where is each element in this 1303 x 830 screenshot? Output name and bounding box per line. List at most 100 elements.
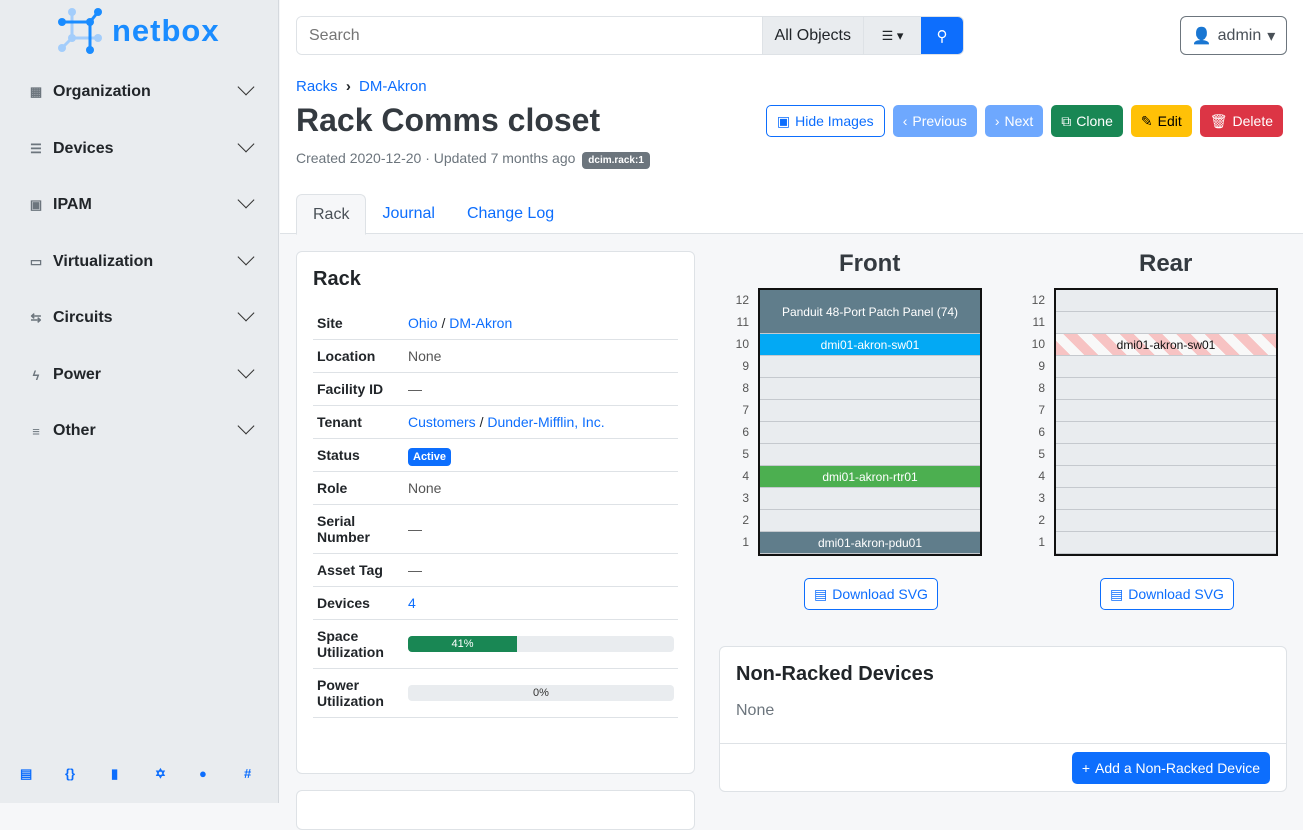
button-label: Hide Images bbox=[795, 113, 874, 129]
unit-number: 3 bbox=[742, 491, 749, 505]
unit-number: 1 bbox=[1038, 535, 1045, 549]
rack-device[interactable]: dmi01-akron-sw01 bbox=[760, 334, 980, 356]
button-label: Download SVG bbox=[832, 586, 928, 602]
server-icon: ☰ bbox=[30, 141, 42, 156]
unit-number: 2 bbox=[1038, 513, 1045, 527]
filter-dropdown-button[interactable]: ☰ ▾ bbox=[863, 17, 921, 54]
rack-unit-slot[interactable] bbox=[760, 488, 980, 510]
row-serial: Serial Number — bbox=[313, 504, 678, 554]
nav-label: Virtualization bbox=[53, 253, 154, 270]
rack-unit-slot[interactable] bbox=[1056, 356, 1276, 378]
nav-circuits[interactable]: ⇆ Circuits bbox=[28, 303, 255, 333]
download-rear-svg-button[interactable]: ▤ Download SVG bbox=[1100, 578, 1234, 610]
tenant-link[interactable]: Dunder-Mifflin, Inc. bbox=[487, 414, 605, 430]
page-title: Rack Comms closet bbox=[296, 102, 601, 138]
nav-virtualization[interactable]: ▭ Virtualization bbox=[28, 247, 255, 277]
search-input[interactable] bbox=[297, 17, 762, 54]
hide-images-button[interactable]: ▣ Hide Images bbox=[765, 105, 885, 137]
rack-unit-slot[interactable] bbox=[760, 378, 980, 400]
breadcrumb-site[interactable]: DM-Akron bbox=[359, 78, 427, 95]
nav-devices[interactable]: ☰ Devices bbox=[28, 134, 255, 164]
attr-key: Role bbox=[313, 471, 404, 505]
clone-button[interactable]: ⧉ Clone bbox=[1051, 105, 1123, 137]
graphql-icon[interactable]: ✡ bbox=[155, 766, 166, 781]
chevron-down-icon bbox=[237, 135, 255, 153]
button-label: Clone bbox=[1076, 113, 1113, 129]
nav-ipam[interactable]: ▣ IPAM bbox=[28, 190, 255, 220]
attr-key: Location bbox=[313, 339, 404, 373]
site-link[interactable]: DM-Akron bbox=[449, 315, 513, 331]
object-meta: Created 2020-12-20 · Updated 7 months ag… bbox=[296, 150, 650, 169]
nav-other[interactable]: ≡ Other bbox=[28, 416, 255, 446]
breadcrumb-racks[interactable]: Racks bbox=[296, 78, 338, 95]
tab-journal[interactable]: Journal bbox=[382, 205, 435, 222]
github-icon[interactable]: ● bbox=[199, 766, 207, 781]
region-link[interactable]: Ohio bbox=[408, 315, 438, 331]
rack-unit-slot[interactable] bbox=[1056, 488, 1276, 510]
rack-unit-slot[interactable] bbox=[1056, 400, 1276, 422]
username: admin bbox=[1217, 26, 1262, 44]
nav-label: Power bbox=[53, 366, 102, 383]
rack-unit-slot[interactable] bbox=[760, 356, 980, 378]
rack-device[interactable]: dmi01-akron-pdu01 bbox=[760, 532, 980, 554]
add-non-racked-device-button[interactable]: + Add a Non-Racked Device bbox=[1071, 752, 1270, 784]
download-front-svg-button[interactable]: ▤ Download SVG bbox=[804, 578, 938, 610]
bolt-icon: ϟ bbox=[32, 367, 40, 383]
unit-number: 6 bbox=[1038, 425, 1045, 439]
user-icon: 👤 bbox=[1191, 27, 1212, 45]
nav-organization[interactable]: ▦ Organization bbox=[28, 77, 255, 107]
nav-label: Circuits bbox=[53, 309, 113, 326]
rack-device[interactable]: dmi01-akron-rtr01 bbox=[760, 466, 980, 488]
search-button[interactable]: ⚲ bbox=[921, 17, 963, 54]
tab-rack[interactable]: Rack bbox=[296, 194, 367, 235]
nav-label: IPAM bbox=[53, 196, 92, 213]
rack-unit-slot[interactable] bbox=[1056, 466, 1276, 488]
button-label: Delete bbox=[1232, 113, 1273, 129]
copy-icon: ⧉ bbox=[1061, 112, 1072, 129]
rack-unit-slot[interactable] bbox=[1056, 510, 1276, 532]
previous-button[interactable]: ‹ Previous bbox=[892, 105, 977, 137]
progress-fill: 41% bbox=[408, 636, 518, 652]
rack-unit-slot[interactable] bbox=[760, 400, 980, 422]
rack-device[interactable]: Panduit 48-Port Patch Panel (74) bbox=[760, 290, 980, 334]
attr-key: Asset Tag bbox=[313, 553, 404, 587]
row-role: Role None bbox=[313, 471, 678, 505]
book-icon[interactable]: ▮ bbox=[111, 766, 119, 781]
nav-power[interactable]: ϟ Power bbox=[28, 360, 255, 390]
api-icon[interactable]: {} bbox=[65, 766, 76, 781]
chevron-down-icon bbox=[237, 417, 255, 435]
chevron-down-icon bbox=[237, 248, 255, 266]
tab-changelog[interactable]: Change Log bbox=[466, 205, 555, 222]
netbox-logo[interactable]: netbox bbox=[58, 8, 220, 54]
search-scope-select[interactable]: All Objects bbox=[761, 17, 863, 54]
nav-label: Devices bbox=[53, 140, 114, 157]
rack-device[interactable]: dmi01-akron-sw01 bbox=[1056, 334, 1276, 356]
user-menu-button[interactable]: 👤 admin ▾ bbox=[1180, 16, 1287, 55]
docs-icon[interactable]: ▤ bbox=[20, 766, 33, 781]
tenant-group-link[interactable]: Customers bbox=[408, 414, 476, 430]
button-label: Add a Non-Racked Device bbox=[1095, 760, 1260, 776]
next-button[interactable]: › Next bbox=[984, 105, 1044, 137]
devices-count-link[interactable]: 4 bbox=[408, 595, 416, 611]
unit-number: 8 bbox=[742, 381, 749, 395]
rack-unit-slot[interactable] bbox=[760, 444, 980, 466]
rack-unit-slot[interactable] bbox=[1056, 422, 1276, 444]
rack-unit-slot[interactable] bbox=[760, 422, 980, 444]
slack-icon[interactable]: # bbox=[244, 766, 252, 781]
power-utilization-bar: 0% bbox=[408, 685, 674, 701]
edit-button[interactable]: ✎ Edit bbox=[1130, 105, 1192, 137]
rack-unit-slot[interactable] bbox=[1056, 532, 1276, 554]
rack-unit-slot[interactable] bbox=[1056, 312, 1276, 334]
space-utilization-bar: 41% bbox=[408, 636, 674, 652]
row-location: Location None bbox=[313, 339, 678, 373]
attr-key: Facility ID bbox=[313, 372, 404, 406]
rack-unit-slot[interactable] bbox=[1056, 378, 1276, 400]
progress-label: 0% bbox=[533, 687, 549, 699]
rack-unit-slot[interactable] bbox=[1056, 444, 1276, 466]
row-status: Status Active bbox=[313, 438, 678, 472]
rack-unit-slot[interactable] bbox=[760, 510, 980, 532]
rack-unit-slot[interactable] bbox=[1056, 290, 1276, 312]
delete-button[interactable]: 🗑 Delete bbox=[1199, 105, 1283, 137]
search-bar: All Objects ☰ ▾ ⚲ bbox=[296, 16, 964, 55]
row-site: Site Ohio / DM-Akron bbox=[313, 307, 678, 340]
